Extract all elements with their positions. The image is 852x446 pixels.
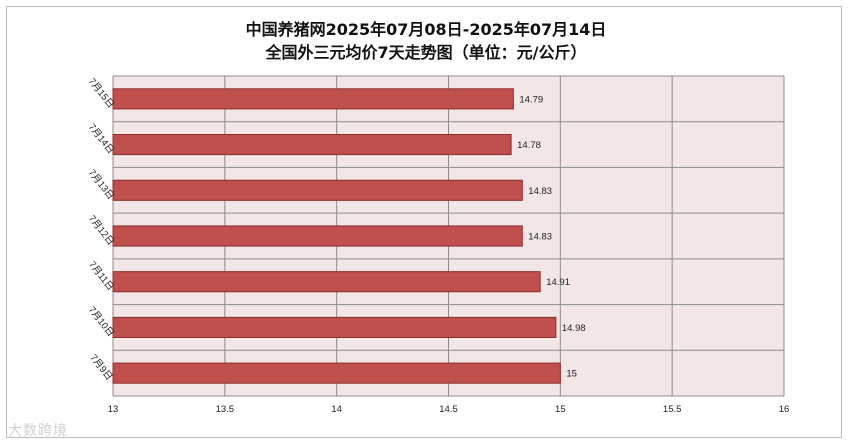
data-label: 14.98: [562, 323, 586, 334]
bar: [112, 88, 514, 110]
bar: [112, 362, 561, 384]
bar: [112, 134, 512, 156]
chart-title-line2: 全国外三元均价7天走势图（单位：元/公斤）: [265, 43, 587, 62]
category-label: 7月15日: [86, 76, 116, 110]
category-label: 7月14日: [86, 122, 116, 156]
watermark: 大数跨境: [8, 423, 68, 439]
category-label: 7月13日: [86, 168, 116, 202]
bar: [112, 271, 541, 293]
data-label: 14.79: [519, 94, 543, 105]
x-tick-label: 13: [108, 404, 119, 415]
data-label: 14.78: [517, 140, 541, 151]
bar: [112, 316, 557, 338]
bar: [112, 225, 523, 247]
x-tick-label: 15.5: [663, 404, 682, 415]
x-tick-label: 14.5: [439, 404, 458, 415]
data-label: 14.91: [546, 277, 570, 288]
data-label: 14.83: [528, 232, 552, 243]
category-label: 7月10日: [86, 305, 116, 339]
x-tick-label: 15: [555, 404, 566, 415]
x-tick-label: 13.5: [216, 404, 235, 415]
data-label: 15: [566, 369, 577, 380]
category-label: 7月11日: [86, 259, 116, 293]
category-label: 7月12日: [86, 213, 116, 247]
x-tick-label: 16: [779, 404, 790, 415]
bar: [112, 179, 523, 201]
category-label: 7月9日: [88, 353, 115, 383]
x-tick-label: 14: [331, 404, 342, 415]
chart-title-line1: 中国养猪网2025年07月08日-2025年07月14日: [245, 20, 607, 39]
data-label: 14.83: [528, 186, 552, 197]
